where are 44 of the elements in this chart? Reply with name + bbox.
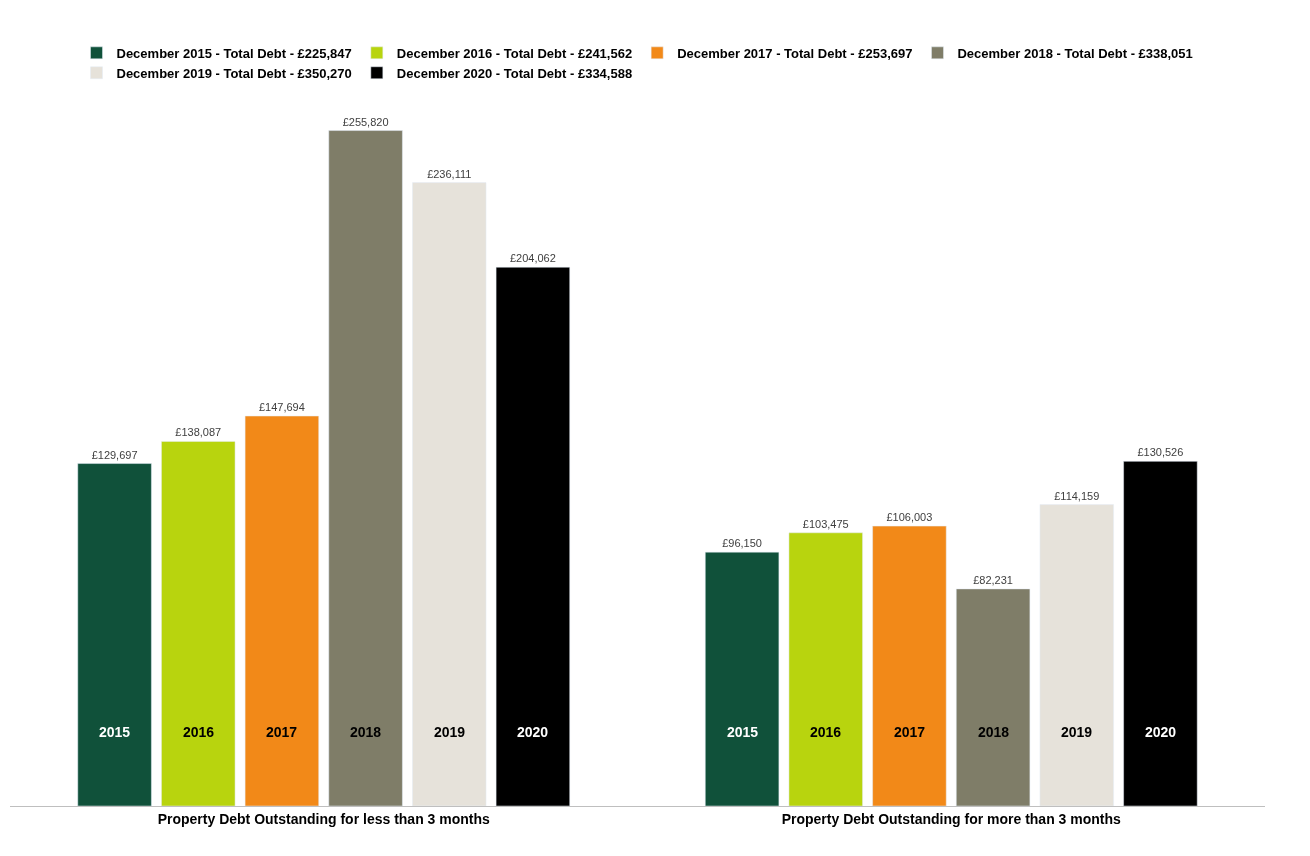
data-label: £129,697 xyxy=(91,448,138,461)
annotation: 2018 xyxy=(350,724,382,740)
x-tick-label: Property Debt Outstanding for more than 3 months xyxy=(781,810,1122,827)
data-label: £147,694 xyxy=(258,401,305,414)
annotation: 2017 xyxy=(266,724,298,740)
annotation: 2018 xyxy=(978,724,1010,740)
bar xyxy=(328,130,403,806)
bar xyxy=(77,463,152,806)
annotation: 2015 xyxy=(727,724,759,740)
bar xyxy=(872,525,947,806)
bar xyxy=(705,551,780,806)
x-tick-label: Property Debt Outstanding for less than 3 months xyxy=(157,810,491,827)
data-label: £138,087 xyxy=(175,426,222,439)
bar xyxy=(412,182,487,806)
annotation: 2016 xyxy=(183,724,215,740)
legend-label: December 2018 - Total Debt - £338,051 xyxy=(957,45,1193,61)
data-label: £204,062 xyxy=(509,252,556,265)
bar xyxy=(495,266,570,806)
data-label: £96,150 xyxy=(722,537,762,550)
annotation: 2020 xyxy=(1145,724,1177,740)
annotation: 2020 xyxy=(517,724,549,740)
legend-label: December 2020 - Total Debt - £334,588 xyxy=(396,65,633,81)
data-label: £106,003 xyxy=(886,511,933,524)
data-label: £103,475 xyxy=(802,517,849,530)
annotation: 2019 xyxy=(434,724,466,740)
bar xyxy=(1123,461,1198,806)
data-label: £82,231 xyxy=(973,573,1013,586)
bar xyxy=(788,532,863,806)
annotation: 2016 xyxy=(810,724,842,740)
legend-label: December 2019 - Total Debt - £350,270 xyxy=(116,65,352,81)
data-label: £255,820 xyxy=(342,115,389,128)
annotation: 2017 xyxy=(894,724,926,740)
legend-label: December 2017 - Total Debt - £253,697 xyxy=(677,45,913,61)
data-label: £114,159 xyxy=(1054,489,1100,502)
bar xyxy=(1039,504,1114,806)
data-label: £236,111 xyxy=(427,167,472,180)
bar xyxy=(161,441,236,806)
legend-label: December 2015 - Total Debt - £225,847 xyxy=(116,45,352,61)
annotation: 2019 xyxy=(1061,724,1093,740)
bar xyxy=(956,588,1031,806)
annotation: 2015 xyxy=(99,724,131,740)
legend-label: December 2016 - Total Debt - £241,562 xyxy=(396,45,633,61)
bar xyxy=(244,415,319,806)
data-label: £130,526 xyxy=(1137,446,1184,459)
